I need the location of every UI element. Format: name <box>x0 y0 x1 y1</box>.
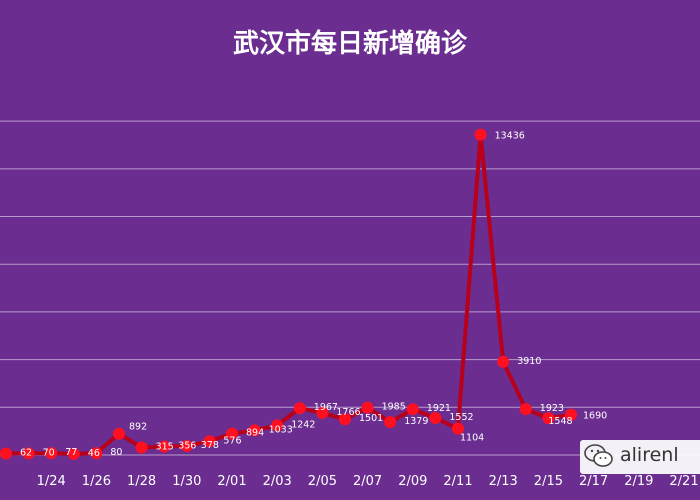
data-label: 1104 <box>460 433 484 444</box>
data-point <box>384 416 397 429</box>
data-label: 1690 <box>583 411 607 422</box>
data-label: 1242 <box>291 419 315 430</box>
watermark-text: alirenl <box>620 444 679 466</box>
data-point <box>406 403 419 416</box>
data-label: 13436 <box>495 131 525 142</box>
chart-title: 武汉市每日新增确诊 <box>233 28 468 59</box>
x-tick-label: 2/17 <box>579 474 608 489</box>
data-point <box>67 447 80 460</box>
x-tick-label: 2/13 <box>489 474 518 489</box>
data-point <box>226 427 238 440</box>
data-point <box>135 441 148 454</box>
x-tick-label: 2/05 <box>308 474 337 489</box>
data-point <box>474 128 487 141</box>
data-label: 62 <box>20 448 32 459</box>
data-label: 80 <box>110 447 122 458</box>
data-point <box>542 412 555 425</box>
data-point <box>519 403 532 416</box>
x-tick-label: 2/19 <box>624 474 653 489</box>
data-label: 1379 <box>404 416 428 427</box>
x-tick-label: 2/21 <box>669 474 698 489</box>
data-point <box>248 424 261 437</box>
data-point <box>497 355 510 368</box>
wechat-icon <box>584 444 613 467</box>
data-point <box>361 401 374 414</box>
data-point <box>90 447 103 460</box>
data-label: 1921 <box>427 403 451 414</box>
data-label: 378 <box>201 440 219 451</box>
x-tick-label: 1/26 <box>82 474 111 489</box>
data-label: 3910 <box>517 356 541 367</box>
data-label: 576 <box>223 435 241 446</box>
x-tick-label: 2/09 <box>398 474 427 489</box>
data-point <box>45 447 58 460</box>
x-axis-ticks: 1/24 1/26 1/28 1/30 2/01 2/03 2/05 2/07 2/09 2/11… <box>37 474 699 489</box>
data-label: 77 <box>65 447 77 458</box>
x-tick-label: 1/28 <box>127 474 156 489</box>
data-point <box>339 413 351 426</box>
x-tick-label: 2/03 <box>263 474 292 489</box>
data-point <box>180 439 193 452</box>
data-label: 356 <box>178 441 196 452</box>
data-point <box>203 435 216 448</box>
x-tick-label: 2/07 <box>353 474 382 489</box>
data-point <box>158 440 171 453</box>
gridlines <box>0 120 700 456</box>
data-point <box>293 402 306 415</box>
x-tick-label: 1/30 <box>172 474 201 489</box>
data-label: 1766 <box>336 407 360 418</box>
data-label: 1985 <box>382 402 406 413</box>
watermark: alirenl <box>580 440 700 474</box>
data-label: 1923 <box>540 403 564 414</box>
data-points <box>0 128 577 460</box>
x-tick-label: 2/11 <box>443 474 472 489</box>
data-label: 70 <box>43 447 55 458</box>
data-point <box>316 406 329 419</box>
data-label: 1967 <box>314 402 338 413</box>
data-label: 1501 <box>359 413 383 424</box>
x-tick-label: 2/01 <box>217 474 246 489</box>
data-point <box>0 447 12 460</box>
data-label: 1548 <box>548 416 572 427</box>
series-line <box>4 132 573 456</box>
data-label: 1552 <box>449 412 473 423</box>
data-point <box>452 422 464 435</box>
x-tick-label: 2/15 <box>534 474 563 489</box>
data-label: 892 <box>129 422 147 433</box>
data-label: 46 <box>88 448 100 459</box>
x-tick-label: 1/24 <box>37 474 66 489</box>
data-label: 1033 <box>269 424 293 435</box>
data-point <box>429 411 442 424</box>
data-point <box>113 427 125 440</box>
data-label: 894 <box>246 428 264 439</box>
data-point <box>271 419 284 432</box>
data-point <box>565 408 577 421</box>
data-point <box>22 447 35 460</box>
data-label: 315 <box>156 441 174 452</box>
